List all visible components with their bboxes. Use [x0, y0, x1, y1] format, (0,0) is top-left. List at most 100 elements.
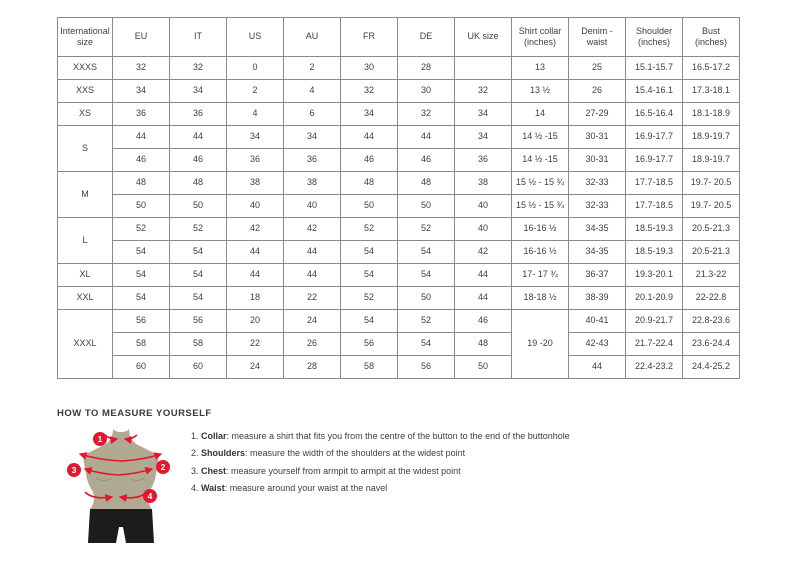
table-cell: 50 [340, 194, 398, 218]
table-cell: 17.7-18.5 [625, 171, 683, 195]
column-header: Shoulder (inches) [625, 17, 683, 57]
how-to-measure-section: HOW TO MEASURE YOURSELF [57, 408, 787, 550]
table-cell: 15 ½ - 15 ¾ [511, 171, 569, 195]
table-cell: 0 [226, 56, 284, 80]
table-cell: 54 [169, 263, 227, 287]
table-cell: 46 [397, 148, 455, 172]
waist-arrow [84, 491, 114, 502]
size-chart-body: XXXS 32 32 0 2 30 28 13 25 15.1-15.7 16.5-17.2 XXS 3… [57, 56, 740, 379]
table-cell: 16.9-17.7 [625, 125, 683, 149]
table-cell: 44 [112, 125, 170, 149]
table-cell: 46 [112, 148, 170, 172]
size-label-cell: XXL [57, 286, 113, 310]
table-cell: 17.7-18.5 [625, 194, 683, 218]
table-cell: 40 [454, 217, 512, 241]
table-row: 60 60 24 28 58 56 50 44 22.4-23.2 24.4-25.2 [58, 355, 740, 379]
table-cell: 58 [169, 332, 227, 356]
table-cell: 27-29 [568, 102, 626, 126]
table-cell: 44 [169, 125, 227, 149]
table-cell: 30 [340, 56, 398, 80]
instruction-term: Shoulders [201, 448, 246, 459]
size-chart-header: International size EU IT US AU FR DE UK size Shi… [57, 17, 740, 57]
table-cell: 46 [340, 148, 398, 172]
table-cell: 16.5-16.4 [625, 102, 683, 126]
table-row: 54 54 44 44 54 54 42 16-16 ½ 34-35 18.5-19.3 20.5-… [58, 240, 740, 264]
table-cell: 19.3-20.1 [625, 263, 683, 287]
table-cell: 56 [112, 309, 170, 333]
table-cell: 50 [169, 194, 227, 218]
table-cell: 42 [283, 217, 341, 241]
table-cell: 36 [112, 102, 170, 126]
table-cell: 16-16 ½ [511, 217, 569, 241]
table-cell: 42 [226, 217, 284, 241]
size-label-cell: XXXL [57, 309, 113, 379]
table-cell: 54 [340, 240, 398, 264]
marker-circle-1 [93, 432, 107, 446]
table-cell: 34 [454, 102, 512, 126]
instruction-number: 1. [191, 431, 202, 441]
size-label-cell: XL [57, 263, 113, 287]
table-cell: 40 [454, 194, 512, 218]
table-cell: 13 ½ [511, 79, 569, 103]
instruction-term: Waist [201, 483, 225, 494]
instruction-term: Chest [201, 465, 227, 476]
column-header: Denim - waist [568, 17, 626, 57]
chest-arrow [83, 467, 119, 476]
table-row: 50 50 40 40 50 50 40 15 ½ - 15 ¾ 32-33 17.7-18.5 1… [58, 194, 740, 218]
table-cell: 50 [397, 194, 455, 218]
table-cell: 58 [340, 355, 398, 379]
table-cell: 60 [169, 355, 227, 379]
table-cell: 48 [454, 332, 512, 356]
table-cell: 17- 17 ¾ [511, 263, 569, 287]
table-cell: 34 [340, 102, 398, 126]
table-cell: 22 [283, 286, 341, 310]
measure-heading: HOW TO MEASURE YOURSELF [57, 408, 212, 419]
instruction-number: 2. [191, 448, 202, 459]
marker-3-label: 3 [72, 465, 77, 475]
table-cell: 48 [397, 171, 455, 195]
column-header: FR [340, 17, 398, 57]
table-cell: 44 [226, 263, 284, 287]
table-cell: 40 [226, 194, 284, 218]
table-cell: 44 [283, 263, 341, 287]
table-cell: 50 [397, 286, 455, 310]
table-cell: 44 [397, 125, 455, 149]
table-cell: 54 [112, 286, 170, 310]
marker-circle-3 [67, 463, 81, 477]
table-cell: 18 [226, 286, 284, 310]
table-row: XS 36 36 4 6 34 32 34 14 27-29 16.5-16.4 18.1-18.9 [57, 102, 740, 126]
column-header: IT [169, 17, 227, 57]
mannequin-torso [83, 429, 159, 543]
instruction-number: 4. [191, 483, 202, 494]
instruction-desc: : measure the width of the shoulders at … [245, 448, 466, 459]
column-header: UK size [454, 17, 512, 57]
table-row: XL 54 54 44 44 54 54 44 17- 17 ¾ 36-37 19.3-20.1 21… [57, 263, 740, 287]
table-cell: 14 ½ -15 [511, 148, 569, 172]
table-cell: 30-31 [568, 125, 626, 149]
table-cell: 42-43 [568, 332, 626, 356]
table-cell: 34 [226, 125, 284, 149]
measure-instruction: 4. Waist: measure around your waist at t… [191, 483, 570, 493]
table-row: 58 58 22 26 56 54 48 42-43 21.7-22.4 23.6-24.4 [58, 332, 740, 356]
table-cell: 22 [226, 332, 284, 356]
table-cell: 32 [169, 56, 227, 80]
table-cell: 6 [283, 102, 341, 126]
table-cell: 15.4-16.1 [625, 79, 683, 103]
measure-content: 1 2 3 4 1. Collar: measure a shirt that … [57, 427, 787, 550]
table-cell: 20 [226, 309, 284, 333]
table-cell: 18.5-19.3 [625, 217, 683, 241]
table-row: XXL 54 54 18 22 52 50 44 18-18 ½ 38-39 20.1-20.9 22… [57, 286, 740, 310]
table-cell: 32 [340, 79, 398, 103]
table-cell: 20.9-21.7 [625, 309, 683, 333]
table-cell: 52 [340, 217, 398, 241]
table-cell: 38 [454, 171, 512, 195]
instruction-number: 3. [191, 465, 202, 476]
table-cell: 20.5-21.3 [682, 217, 740, 241]
table-cell: 34 [454, 125, 512, 149]
table-cell: 19.7- 20.5 [682, 171, 740, 195]
size-label-cell: XXXS [57, 56, 113, 80]
table-cell: 36 [454, 148, 512, 172]
size-guide-page: International size EU IT US AU FR DE UK size Shi… [57, 17, 787, 550]
table-cell: 40 [283, 194, 341, 218]
table-cell: 54 [397, 332, 455, 356]
